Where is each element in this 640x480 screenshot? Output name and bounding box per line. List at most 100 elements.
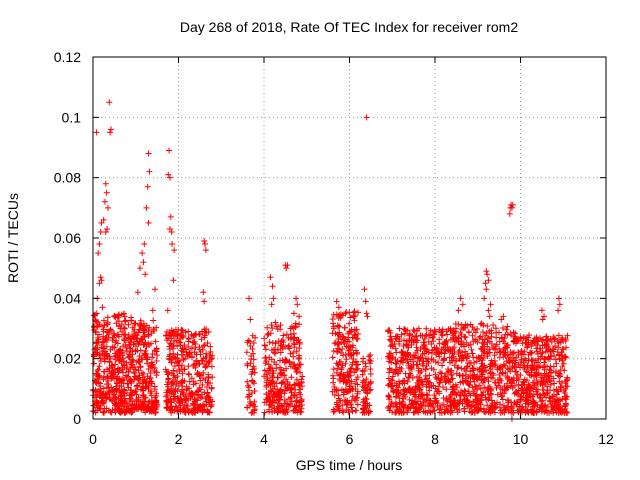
data-point xyxy=(476,382,483,389)
data-point xyxy=(273,380,280,387)
data-point xyxy=(139,374,146,381)
data-point xyxy=(438,375,445,382)
data-point xyxy=(266,339,273,346)
data-point xyxy=(335,395,342,402)
data-point xyxy=(399,359,406,366)
data-point xyxy=(272,319,279,326)
data-point xyxy=(480,329,487,336)
data-point xyxy=(95,366,102,373)
data-point xyxy=(90,352,97,359)
data-point xyxy=(415,365,422,372)
data-point xyxy=(420,408,427,415)
data-point xyxy=(131,320,138,327)
data-point xyxy=(267,382,274,389)
data-point xyxy=(263,399,270,406)
data-point xyxy=(148,408,155,415)
data-point xyxy=(448,367,455,374)
data-point xyxy=(138,354,145,361)
data-point xyxy=(354,335,361,342)
data-point xyxy=(499,324,506,331)
data-point xyxy=(395,370,402,377)
data-point xyxy=(399,398,406,405)
data-point xyxy=(286,359,293,366)
data-point xyxy=(385,358,392,365)
data-point xyxy=(168,359,175,366)
data-point xyxy=(178,378,185,385)
data-point xyxy=(186,378,193,385)
data-point xyxy=(96,331,103,338)
data-point xyxy=(201,341,208,348)
data-point xyxy=(421,341,428,348)
data-point xyxy=(436,409,443,416)
data-point xyxy=(350,313,357,320)
data-point xyxy=(185,343,192,350)
data-point xyxy=(137,363,144,370)
data-point xyxy=(331,340,338,347)
data-point xyxy=(404,356,411,363)
data-point xyxy=(336,406,343,413)
data-point xyxy=(104,353,111,360)
data-point xyxy=(398,331,405,338)
data-point xyxy=(329,372,336,379)
data-point xyxy=(188,345,195,352)
data-point xyxy=(499,370,506,377)
data-point xyxy=(429,334,436,341)
data-point xyxy=(354,374,361,381)
data-point xyxy=(437,405,444,412)
data-point xyxy=(281,372,288,379)
data-point xyxy=(396,380,403,387)
y-tick-label: 0.06 xyxy=(54,230,81,246)
data-point xyxy=(142,347,149,354)
data-point xyxy=(440,401,447,408)
data-point xyxy=(243,349,250,356)
data-point xyxy=(385,375,392,382)
data-point xyxy=(110,392,117,399)
data-point xyxy=(346,328,353,335)
data-point xyxy=(127,395,134,402)
data-point xyxy=(266,406,273,413)
data-point xyxy=(204,390,211,397)
data-point xyxy=(339,346,346,353)
data-point xyxy=(351,308,358,315)
data-point xyxy=(367,408,374,415)
data-point xyxy=(172,388,179,395)
data-point xyxy=(94,334,101,341)
data-point xyxy=(93,340,100,347)
data-point xyxy=(431,346,438,353)
data-point xyxy=(420,399,427,406)
data-point xyxy=(109,337,116,344)
data-point xyxy=(348,365,355,372)
data-point xyxy=(140,370,147,377)
data-point xyxy=(263,358,270,365)
data-point xyxy=(293,348,300,355)
data-point xyxy=(274,325,281,332)
data-point xyxy=(402,402,409,409)
data-point xyxy=(422,345,429,352)
data-point xyxy=(207,343,214,350)
data-point xyxy=(299,373,306,380)
data-point xyxy=(498,393,505,400)
data-point xyxy=(263,391,270,398)
data-point xyxy=(124,380,131,387)
data-point xyxy=(132,366,139,373)
data-point xyxy=(360,387,367,394)
data-point xyxy=(136,380,143,387)
data-point xyxy=(349,359,356,366)
data-point xyxy=(418,393,425,400)
data-point xyxy=(205,371,212,378)
data-point xyxy=(251,407,258,414)
data-point xyxy=(405,352,412,359)
data-point xyxy=(206,358,213,365)
data-point xyxy=(205,328,212,335)
data-point xyxy=(426,372,433,379)
data-point xyxy=(164,387,171,394)
data-point xyxy=(486,349,493,356)
data-point xyxy=(405,407,412,414)
data-point xyxy=(431,391,438,398)
data-point xyxy=(101,368,108,375)
data-point xyxy=(167,395,174,402)
data-point xyxy=(340,409,347,416)
data-point xyxy=(477,333,484,340)
data-point xyxy=(126,342,133,349)
data-point xyxy=(359,368,366,375)
